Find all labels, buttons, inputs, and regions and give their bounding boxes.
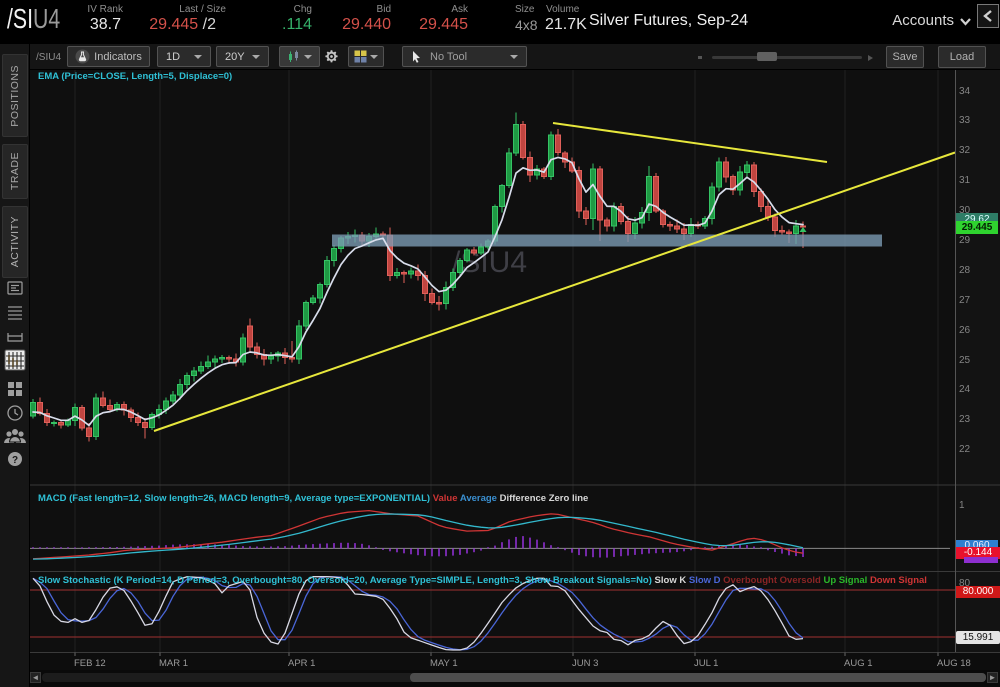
svg-text:FEB 12: FEB 12	[74, 658, 106, 669]
svg-text:23: 23	[959, 414, 971, 425]
svg-text:27: 27	[959, 295, 971, 306]
svg-text:31: 31	[959, 175, 971, 186]
svg-text:?: ?	[12, 455, 18, 466]
svg-text:MAR 1: MAR 1	[159, 658, 188, 669]
svg-text:22: 22	[959, 444, 971, 455]
svg-text:JUN 3: JUN 3	[572, 658, 598, 669]
svg-text:29: 29	[959, 235, 971, 246]
svg-text:32: 32	[959, 145, 971, 156]
svg-text:28: 28	[959, 265, 971, 276]
svg-text:34: 34	[959, 86, 971, 97]
svg-text:24: 24	[959, 384, 971, 395]
svg-text:30: 30	[959, 205, 971, 216]
svg-text:26: 26	[959, 325, 971, 336]
svg-text:JUL 1: JUL 1	[694, 658, 718, 669]
svg-text:25: 25	[959, 355, 971, 366]
svg-text:MAY 1: MAY 1	[430, 658, 458, 669]
svg-text:AUG 18: AUG 18	[937, 658, 971, 669]
svg-text:33: 33	[959, 115, 971, 126]
svg-text:APR 1: APR 1	[288, 658, 315, 669]
svg-text:/SIU4: /SIU4	[452, 246, 527, 279]
svg-text:AUG 1: AUG 1	[844, 658, 873, 669]
